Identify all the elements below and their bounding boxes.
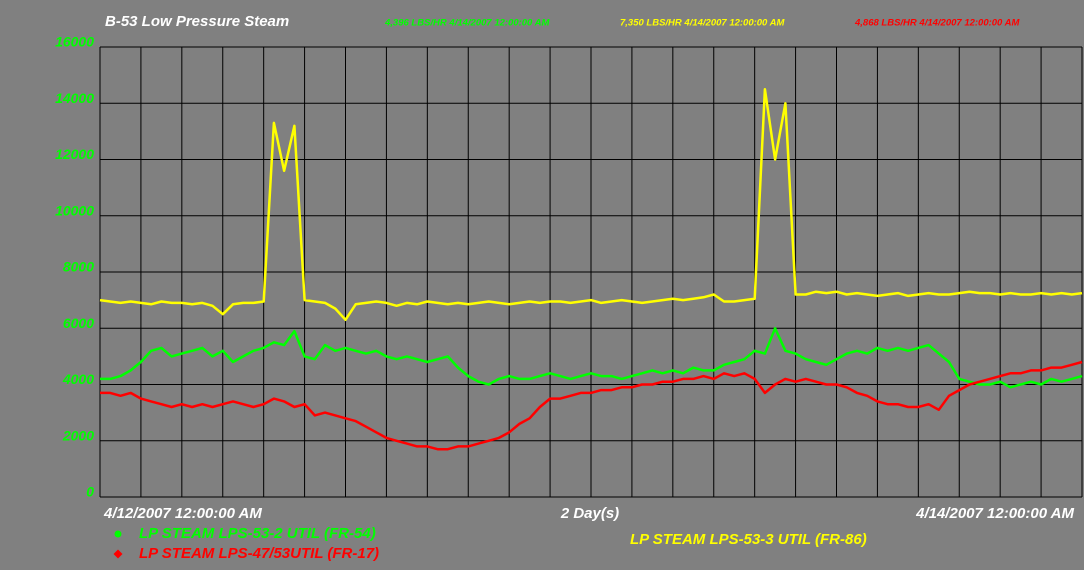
y-tick-label: 10000 xyxy=(55,202,94,218)
legend-label: LP STEAM LPS-53-3 UTIL (FR-86) xyxy=(630,531,867,548)
y-tick-label: 6000 xyxy=(63,315,94,331)
y-tick-label: 16000 xyxy=(55,34,94,50)
span-label: 2 Day(s) xyxy=(560,505,619,522)
x-tick-label: 4/12/2007 12:00:00 AM xyxy=(103,505,262,522)
legend-label: LP STEAM LPS-47/53UTIL (FR-17) xyxy=(139,545,379,562)
legend-label: LP STEAM LPS-53-2 UTIL (FR-54) xyxy=(139,525,376,542)
current-value: 4,868 LBS/HR 4/14/2007 12:00:00 AM xyxy=(854,18,1020,29)
y-tick-label: 14000 xyxy=(55,90,94,106)
current-value: 7,350 LBS/HR 4/14/2007 12:00:00 AM xyxy=(620,18,785,29)
series-line xyxy=(100,360,1083,451)
y-tick-label: 0 xyxy=(86,484,94,500)
legend-marker xyxy=(114,530,122,538)
y-tick-label: 12000 xyxy=(55,146,94,162)
series-line xyxy=(99,87,1083,322)
y-tick-label: 2000 xyxy=(62,427,94,443)
y-tick-label: 8000 xyxy=(63,259,94,275)
series-line xyxy=(100,327,1083,389)
current-value: 4,396 LBS/HR 4/14/2007 12:00:00 AM xyxy=(384,18,550,29)
x-tick-label: 4/14/2007 12:00:00 AM xyxy=(915,505,1074,522)
chart-title: B-53 Low Pressure Steam xyxy=(105,13,289,30)
legend-marker xyxy=(113,549,123,559)
y-tick-label: 4000 xyxy=(62,371,94,387)
